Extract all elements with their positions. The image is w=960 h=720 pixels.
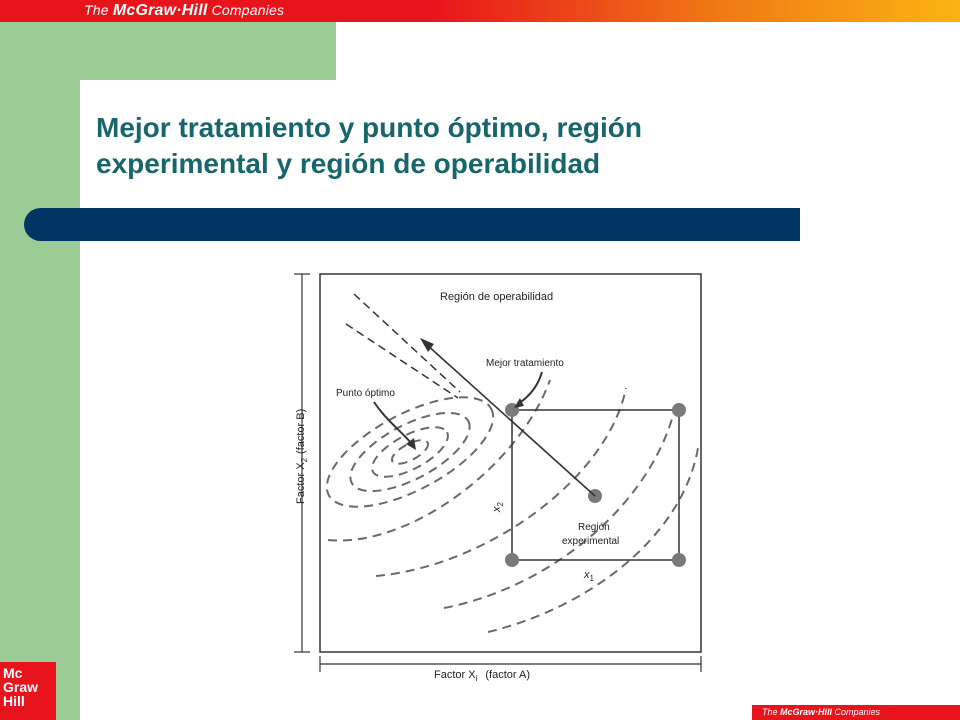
- experimental-region-label-2: experimental: [562, 536, 619, 547]
- ascent-direction-line: [425, 343, 596, 497]
- best-treatment-arrowhead: [514, 398, 524, 408]
- experimental-region: [511, 409, 680, 561]
- footer-brand: The McGraw·Hill Companies: [752, 705, 960, 720]
- title-line-2: experimental y región de operabilidad: [96, 148, 601, 179]
- operability-region-frame: [319, 273, 702, 653]
- title-line-1: Mejor tratamiento y punto óptimo, región: [96, 112, 642, 143]
- slide-title: Mejor tratamiento y punto óptimo, región…: [96, 110, 876, 182]
- contour-4: [325, 396, 495, 508]
- best-treatment-label: Mejor tratamiento: [486, 358, 564, 369]
- contour-5: [327, 379, 551, 542]
- ascent-guide-1: [353, 293, 461, 393]
- optimum-point-label: Punto óptimo: [336, 388, 395, 399]
- x-axis-label: Factor Xi (factor A): [434, 669, 530, 683]
- optimum-pointer: [373, 401, 413, 445]
- contour-2: [371, 426, 449, 478]
- design-point-bottom-right: [672, 553, 686, 567]
- title-underline-bar: [24, 208, 800, 241]
- ascent-arrowhead: [420, 338, 434, 352]
- header-brand: The McGraw·Hill Companies: [84, 2, 285, 19]
- coded-x2-label: x2: [491, 502, 505, 514]
- contour-8: [487, 447, 699, 633]
- ascent-guide-2: [345, 323, 459, 399]
- optimization-diagram: Región de operabilidad Factor Xi (factor …: [294, 273, 702, 683]
- contour-3: [349, 411, 471, 493]
- experimental-region-label-1: Región: [578, 522, 610, 533]
- best-treatment-pointer: [517, 371, 543, 405]
- mcgraw-hill-logo: Mc Graw Hill: [0, 662, 56, 720]
- contour-7: [443, 411, 675, 609]
- operability-region-label: Región de operabilidad: [440, 291, 553, 303]
- top-banner: The McGraw·Hill Companies: [0, 0, 960, 22]
- y-axis-label: Factor X2(factor B): [295, 409, 309, 504]
- contour-1: [390, 439, 430, 465]
- design-point-top-right: [672, 403, 686, 417]
- design-point-bottom-left: [505, 553, 519, 567]
- contour-6: [375, 387, 627, 577]
- coded-x1-label: x1: [583, 569, 595, 583]
- green-side-band: [0, 22, 80, 720]
- response-contours: [325, 379, 699, 633]
- optimum-arrowhead: [406, 438, 416, 450]
